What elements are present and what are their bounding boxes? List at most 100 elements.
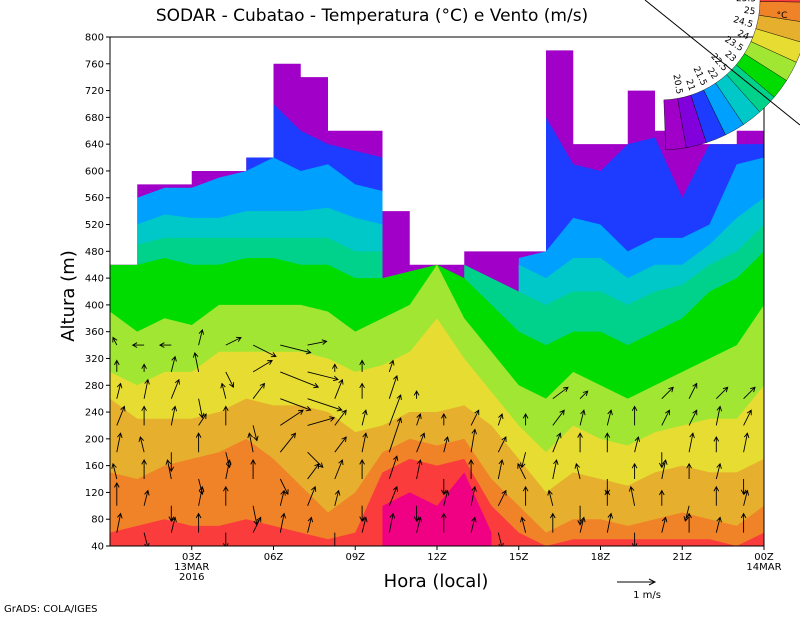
wind-vector — [740, 479, 747, 496]
x-tick-sublabel: 2016 — [179, 572, 204, 583]
y-tick-label: 800 — [85, 33, 104, 44]
y-tick-label: 640 — [85, 140, 104, 151]
y-tick-label: 160 — [85, 461, 104, 472]
wind-vector — [416, 459, 423, 480]
wind-vector — [604, 432, 611, 453]
wind-vector — [170, 516, 177, 533]
colorbar-label: 24.5 — [732, 15, 754, 30]
wind-vector — [661, 459, 668, 480]
y-tick-label: 600 — [85, 166, 104, 177]
wind-vector — [279, 512, 287, 533]
y-tick-label: 560 — [85, 193, 104, 204]
wind-vector — [416, 432, 426, 453]
wind-vector — [631, 532, 638, 546]
wind-vector — [170, 405, 178, 426]
wind-vector — [743, 386, 756, 400]
wind-vector — [116, 432, 123, 453]
wind-vector — [443, 489, 450, 506]
wind-vector — [388, 455, 399, 480]
wind-vector — [361, 432, 368, 453]
wind-vector — [497, 459, 505, 480]
wind-vector — [743, 489, 750, 506]
y-tick-label: 480 — [85, 247, 104, 258]
wind-vector — [552, 386, 569, 400]
wind-vector — [279, 432, 297, 453]
wind-vector — [141, 405, 147, 426]
wind-vector — [247, 432, 254, 453]
wind-vector — [631, 462, 638, 479]
x-tick-label: 00Z — [754, 552, 774, 563]
colorbar-divider — [644, 0, 800, 126]
wind-vector — [552, 409, 565, 426]
wind-vector — [225, 371, 235, 388]
wind-vector — [334, 459, 344, 480]
vector-reference-label: 1 m/s — [633, 590, 661, 601]
wind-vector — [334, 532, 336, 546]
wind-vector — [280, 398, 312, 412]
wind-vector — [143, 378, 150, 399]
wind-vector — [225, 336, 242, 346]
colorbar-label: 24 — [736, 29, 751, 43]
wind-vector — [715, 386, 729, 400]
plot-area — [110, 37, 764, 546]
y-tick-label: 440 — [85, 274, 104, 285]
wind-vector — [470, 485, 477, 506]
y-tick-label: 320 — [85, 354, 104, 365]
y-tick-label: 200 — [85, 434, 104, 445]
wind-vector — [520, 452, 527, 469]
wind-vector — [359, 459, 365, 479]
wind-vector — [441, 413, 447, 426]
wind-vector — [220, 382, 227, 399]
wind-vector — [111, 462, 118, 480]
wind-vector — [522, 485, 529, 506]
wind-vector — [252, 425, 259, 442]
wind-vector — [743, 409, 752, 426]
wind-vector — [579, 390, 589, 400]
y-tick-label: 120 — [85, 488, 104, 499]
wind-vector — [628, 485, 636, 506]
wind-vector — [388, 375, 399, 399]
y-tick-label: 80 — [91, 515, 104, 526]
wind-vector — [443, 436, 450, 453]
wind-vector — [413, 390, 420, 399]
temperature-bands — [110, 50, 764, 546]
colorbar-label: 25.5 — [736, 0, 756, 4]
x-tick-label: 15Z — [509, 552, 529, 563]
wind-vector — [683, 505, 690, 522]
x-tick-label: 06Z — [264, 552, 284, 563]
wind-vector — [307, 416, 336, 426]
wind-vector — [143, 489, 150, 506]
y-tick-label: 720 — [85, 86, 104, 97]
y-tick-label: 400 — [85, 300, 104, 311]
wind-vector — [138, 436, 145, 453]
vector-reference: 1 m/s — [617, 578, 661, 601]
band-above-25.5 — [110, 458, 764, 546]
wind-vector — [168, 452, 175, 473]
colorbar-segment — [735, 53, 787, 98]
wind-vector — [713, 485, 720, 506]
wind-vector — [252, 344, 277, 358]
y-tick-label: 680 — [85, 113, 104, 124]
wind-vector — [606, 409, 613, 426]
wind-vectors — [111, 328, 756, 546]
wind-vector — [195, 512, 202, 533]
wind-vector — [168, 505, 175, 522]
colorbar-segment — [663, 98, 687, 151]
wind-vector — [334, 436, 347, 453]
wind-vector — [116, 512, 123, 533]
colorbar-label: 25 — [743, 6, 756, 18]
wind-vector — [550, 512, 556, 533]
wind-vector — [141, 363, 147, 372]
x-tick-label: 18Z — [591, 552, 611, 563]
wind-vector — [468, 459, 474, 479]
wind-vector — [223, 485, 229, 506]
wind-vector — [359, 359, 365, 372]
wind-vector — [520, 516, 527, 533]
wind-vector — [688, 432, 695, 453]
wind-vector — [713, 436, 720, 453]
y-tick-label: 280 — [85, 381, 104, 392]
wind-vector — [361, 516, 368, 533]
wind-vector — [198, 478, 205, 496]
